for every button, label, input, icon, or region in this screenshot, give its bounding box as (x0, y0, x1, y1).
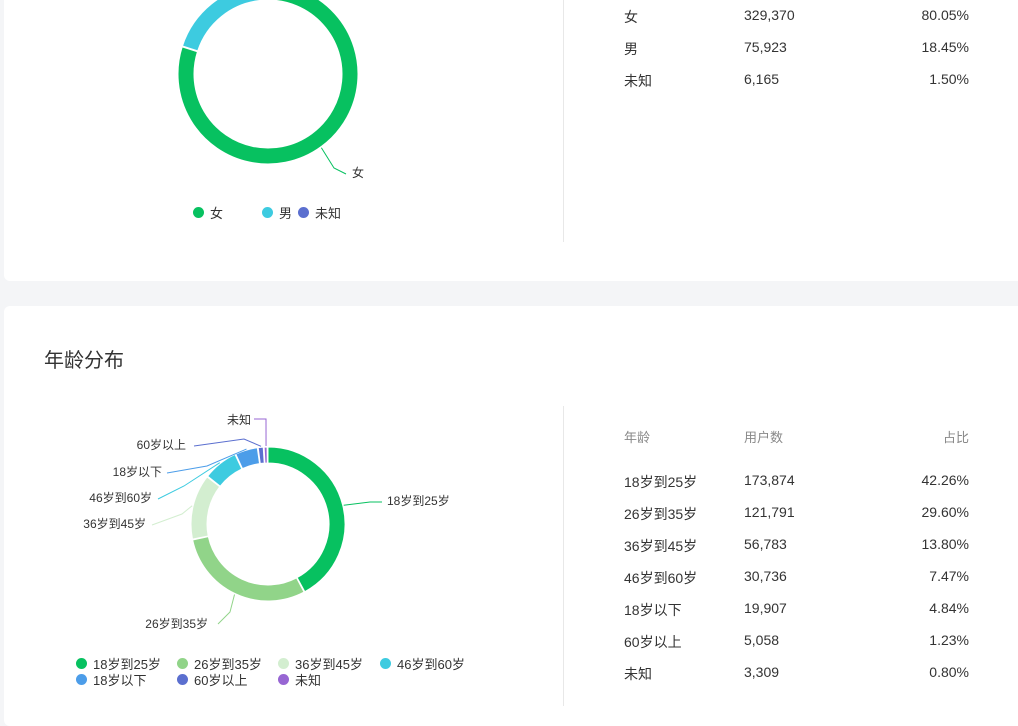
ratio: 0.80% (929, 664, 969, 680)
gender-distribution-card: 女 女 男 未知 女 329,370 80.05% 男 75,923 18.45… (4, 0, 1018, 281)
legend-dot-icon (76, 658, 87, 669)
legend-dot-icon (278, 658, 289, 669)
ratio: 7.47% (929, 568, 969, 584)
legend-label: 18岁以下 (93, 670, 146, 689)
age-label-line (152, 506, 192, 525)
legend-dot-icon (193, 207, 204, 218)
age-label-line (194, 439, 261, 446)
legend-dot-icon (278, 674, 289, 685)
table-row: 36岁到45岁 56,783 13.80% (624, 536, 1018, 556)
legend-label: 60岁以上 (194, 670, 247, 689)
gender-label: 未知 (624, 71, 652, 91)
legend-label: 未知 (315, 203, 341, 222)
legend-item-over-60[interactable]: 60岁以上 (177, 670, 247, 689)
age-slice[interactable] (268, 447, 345, 592)
user-count: 6,165 (744, 71, 779, 87)
user-count: 173,874 (744, 472, 795, 488)
legend-dot-icon (177, 658, 188, 669)
age-slice-label: 26岁到35岁 (145, 616, 208, 631)
ratio: 29.60% (922, 504, 969, 520)
age-slice-label: 60岁以上 (137, 437, 186, 452)
legend-label: 46岁到60岁 (397, 654, 465, 673)
gender-label: 女 (624, 7, 638, 27)
age-label: 18岁到25岁 (624, 472, 697, 492)
age-slice[interactable] (191, 477, 220, 539)
legend-label: 女 (210, 203, 223, 222)
table-row: 26岁到35岁 121,791 29.60% (624, 504, 1018, 524)
ratio: 13.80% (922, 536, 969, 552)
legend-dot-icon (262, 207, 273, 218)
legend-dot-icon (76, 674, 87, 685)
table-header: 年龄 用户数 占比 (624, 427, 1018, 447)
user-count: 3,309 (744, 664, 779, 680)
user-count: 19,907 (744, 600, 787, 616)
gender-donut-chart: 女 (4, 0, 404, 200)
legend-item-male[interactable]: 男 (262, 203, 292, 222)
age-label: 36岁到45岁 (624, 536, 697, 556)
gender-slice[interactable] (182, 0, 260, 51)
user-count: 56,783 (744, 536, 787, 552)
table-row: 60岁以上 5,058 1.23% (624, 632, 1018, 652)
age-label-line (254, 419, 266, 446)
age-slice-label: 未知 (227, 413, 251, 427)
age-slice-label: 18岁到25岁 (387, 493, 450, 508)
user-count: 75,923 (744, 39, 787, 55)
age-slice[interactable] (264, 447, 267, 463)
legend-item-46-60[interactable]: 46岁到60岁 (380, 654, 465, 673)
table-row: 未知 3,309 0.80% (624, 664, 1018, 684)
legend-dot-icon (298, 207, 309, 218)
ratio: 1.23% (929, 632, 969, 648)
age-label: 18岁以下 (624, 600, 682, 620)
legend-label: 男 (279, 203, 292, 222)
user-count: 5,058 (744, 632, 779, 648)
user-count: 121,791 (744, 504, 795, 520)
legend-label: 未知 (295, 670, 321, 689)
ratio: 80.05% (922, 7, 969, 23)
legend-item-female[interactable]: 女 (193, 203, 223, 222)
user-count: 329,370 (744, 7, 795, 23)
gender-divider (563, 0, 564, 242)
age-label: 60岁以上 (624, 632, 682, 652)
gender-label-line (321, 148, 346, 174)
table-row: 男 75,923 18.45% (624, 39, 1018, 59)
age-label-line (218, 594, 235, 624)
column-header-ratio: 占比 (943, 427, 969, 446)
column-header-age: 年龄 (624, 427, 650, 446)
age-slice-label: 18岁以下 (113, 464, 162, 479)
legend-dot-icon (177, 674, 188, 685)
ratio: 18.45% (922, 39, 969, 55)
ratio: 1.50% (929, 71, 969, 87)
age-slice-label: 46岁到60岁 (89, 490, 152, 505)
age-label: 未知 (624, 664, 652, 684)
table-row: 18岁以下 19,907 4.84% (624, 600, 1018, 620)
table-row: 未知 6,165 1.50% (624, 71, 1018, 91)
ratio: 4.84% (929, 600, 969, 616)
age-label: 46岁到60岁 (624, 568, 697, 588)
age-slice[interactable] (193, 537, 304, 601)
gender-slice-label: 女 (352, 165, 364, 180)
legend-item-under-18[interactable]: 18岁以下 (76, 670, 146, 689)
table-row: 女 329,370 80.05% (624, 7, 1018, 27)
age-slice-label: 36岁到45岁 (83, 516, 146, 531)
table-row: 18岁到25岁 173,874 42.26% (624, 472, 1018, 492)
table-row: 46岁到60岁 30,736 7.47% (624, 568, 1018, 588)
age-label-line (344, 502, 382, 505)
user-count: 30,736 (744, 568, 787, 584)
age-divider (563, 406, 564, 706)
age-label: 26岁到35岁 (624, 504, 697, 524)
gender-label: 男 (624, 39, 638, 59)
legend-dot-icon (380, 658, 391, 669)
column-header-users: 用户数 (744, 427, 783, 446)
ratio: 42.26% (922, 472, 969, 488)
legend-item-unknown[interactable]: 未知 (298, 203, 341, 222)
legend-item-unknown[interactable]: 未知 (278, 670, 321, 689)
